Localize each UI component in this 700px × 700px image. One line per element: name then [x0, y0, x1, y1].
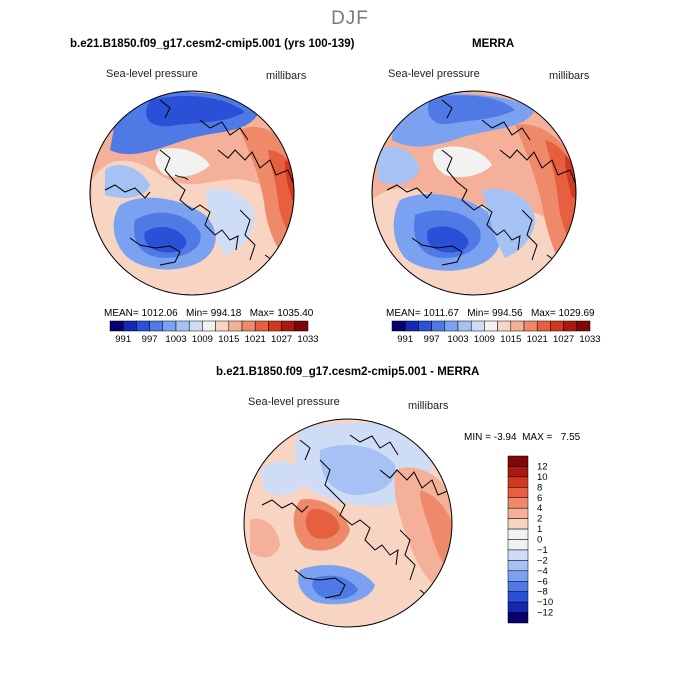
obs-colorbar-swatch	[576, 320, 591, 332]
obs-colorbar-tick-label: 1033	[579, 334, 600, 345]
obs-slp-map	[371, 90, 577, 296]
obs-variable-label: Sea-level pressure	[388, 68, 480, 80]
diff-colorbar-tick-label: −12	[537, 608, 553, 619]
diff-colorbar-swatch	[507, 612, 529, 624]
model-colorbar-swatch	[188, 320, 203, 332]
diff-colorbar-tick-label: 8	[537, 482, 542, 493]
model-colorbar-tick-label: 997	[142, 334, 158, 345]
diff-stats: MIN = -3.94 MAX = 7.55	[464, 432, 581, 443]
diff-colorbar-swatch	[507, 570, 529, 582]
model-colorbar-swatch	[228, 320, 243, 332]
obs-colorbar-swatch	[404, 320, 419, 332]
model-colorbar-swatch	[175, 320, 190, 332]
model-units-label: millibars	[266, 70, 307, 82]
diff-colorbar-swatch	[507, 518, 529, 530]
model-colorbar-swatch	[202, 320, 216, 332]
model-colorbar-swatch	[162, 320, 177, 332]
model-colorbar-tick-label: 1015	[218, 334, 239, 345]
obs-colorbar-tick-label: 1027	[553, 334, 574, 345]
diff-colorbar-swatch	[507, 528, 529, 540]
diff-colorbar-tick-label: −2	[537, 555, 548, 566]
diff-colorbar-swatch	[507, 581, 529, 592]
diff-colorbar-tick-label: 4	[537, 503, 542, 514]
model-stats: MEAN= 1012.06 Min= 994.18 Max= 1035.40	[104, 308, 314, 319]
obs-colorbar-swatch	[391, 320, 406, 332]
obs-colorbar-swatch	[418, 320, 432, 332]
obs-colorbar-swatch	[484, 320, 498, 332]
obs-colorbar-tick-label: 1003	[447, 334, 468, 345]
obs-stats: MEAN= 1011.67 Min= 994.56 Max= 1029.69	[386, 308, 595, 319]
obs-colorbar-tick-label: 991	[397, 334, 413, 345]
obs-colorbar-swatch	[523, 320, 538, 332]
model-colorbar-tick-label: 991	[115, 334, 131, 345]
model-colorbar-swatch	[268, 320, 282, 332]
model-colorbar-swatch	[254, 320, 269, 332]
model-colorbar-tick-label: 1027	[271, 334, 292, 345]
diff-colorbar-tick-label: 1	[537, 524, 542, 535]
obs-colorbar: 991 997 1003 1009 1015 1021 1027 1033	[391, 320, 601, 345]
diff-colorbar-swatch	[507, 549, 529, 561]
diff-slp-map	[243, 418, 453, 628]
obs-colorbar-swatch	[431, 320, 446, 332]
obs-colorbar-tick-label: 1009	[474, 334, 495, 345]
diff-colorbar-tick-label: −6	[537, 576, 548, 587]
diff-colorbar-swatch	[507, 601, 529, 613]
diff-colorbar-swatch	[507, 497, 529, 509]
model-colorbar-swatch	[294, 320, 309, 332]
model-colorbar-swatch	[136, 320, 150, 332]
obs-panel-title: MERRA	[472, 38, 515, 50]
model-colorbar-swatch	[241, 320, 256, 332]
diff-colorbar-tick-label: 10	[537, 472, 548, 483]
diff-panel-title: b.e21.B1850.f09_g17.cesm2-cmip5.001 - ME…	[216, 366, 480, 378]
diff-colorbar-tick-label: 0	[537, 535, 542, 546]
obs-colorbar-tick-label: 997	[424, 334, 440, 345]
model-colorbar-swatch	[215, 320, 230, 332]
obs-colorbar-tick-label: 1021	[527, 334, 548, 345]
model-colorbar-swatch	[122, 320, 137, 332]
model-colorbar-tick-label: 1003	[165, 334, 186, 345]
obs-units-label: millibars	[549, 70, 590, 82]
obs-colorbar-swatch	[510, 320, 525, 332]
diff-colorbar-swatch	[507, 591, 529, 603]
model-variable-label: Sea-level pressure	[106, 68, 198, 80]
diff-colorbar-tick-label: 6	[537, 493, 542, 504]
diff-colorbar-tick-label: −8	[537, 587, 548, 598]
model-panel-title: b.e21.B1850.f09_g17.cesm2-cmip5.001 (yrs…	[70, 38, 355, 50]
model-colorbar-swatch	[281, 320, 296, 332]
obs-colorbar-swatch	[550, 320, 564, 332]
obs-colorbar-swatch	[457, 320, 472, 332]
diff-colorbar-tick-label: −10	[537, 597, 553, 608]
obs-colorbar-swatch	[563, 320, 578, 332]
model-colorbar-tick-label: 1033	[297, 334, 318, 345]
diff-colorbar-swatch	[507, 487, 529, 498]
diff-colorbar-tick-label: −1	[537, 545, 548, 556]
model-colorbar: 991 997 1003 1009 1015 1021 1027 1033	[109, 320, 319, 345]
obs-colorbar-swatch	[470, 320, 485, 332]
obs-colorbar-swatch	[536, 320, 551, 332]
diff-colorbar-tick-label: −4	[537, 566, 548, 577]
model-colorbar-tick-label: 1009	[192, 334, 213, 345]
model-colorbar-swatch	[149, 320, 164, 332]
diff-variable-label: Sea-level pressure	[248, 396, 340, 408]
diff-colorbar-swatch	[507, 560, 529, 572]
model-slp-map	[89, 90, 295, 296]
model-colorbar-swatch	[109, 320, 124, 332]
diff-units-label: millibars	[408, 400, 449, 412]
obs-colorbar-swatch	[497, 320, 512, 332]
season-title: DJF	[331, 8, 369, 29]
diff-colorbar-swatch	[507, 476, 529, 488]
obs-colorbar-swatch	[444, 320, 459, 332]
diff-colorbar-swatch	[507, 507, 529, 519]
model-colorbar-tick-label: 1021	[245, 334, 266, 345]
diff-colorbar-swatch	[507, 455, 529, 467]
diff-colorbar-swatch	[507, 466, 529, 478]
obs-colorbar-tick-label: 1015	[500, 334, 521, 345]
diff-colorbar-tick-label: 2	[537, 514, 542, 525]
diff-colorbar-tick-label: 12	[537, 461, 548, 472]
diff-colorbar-swatch	[507, 539, 529, 551]
